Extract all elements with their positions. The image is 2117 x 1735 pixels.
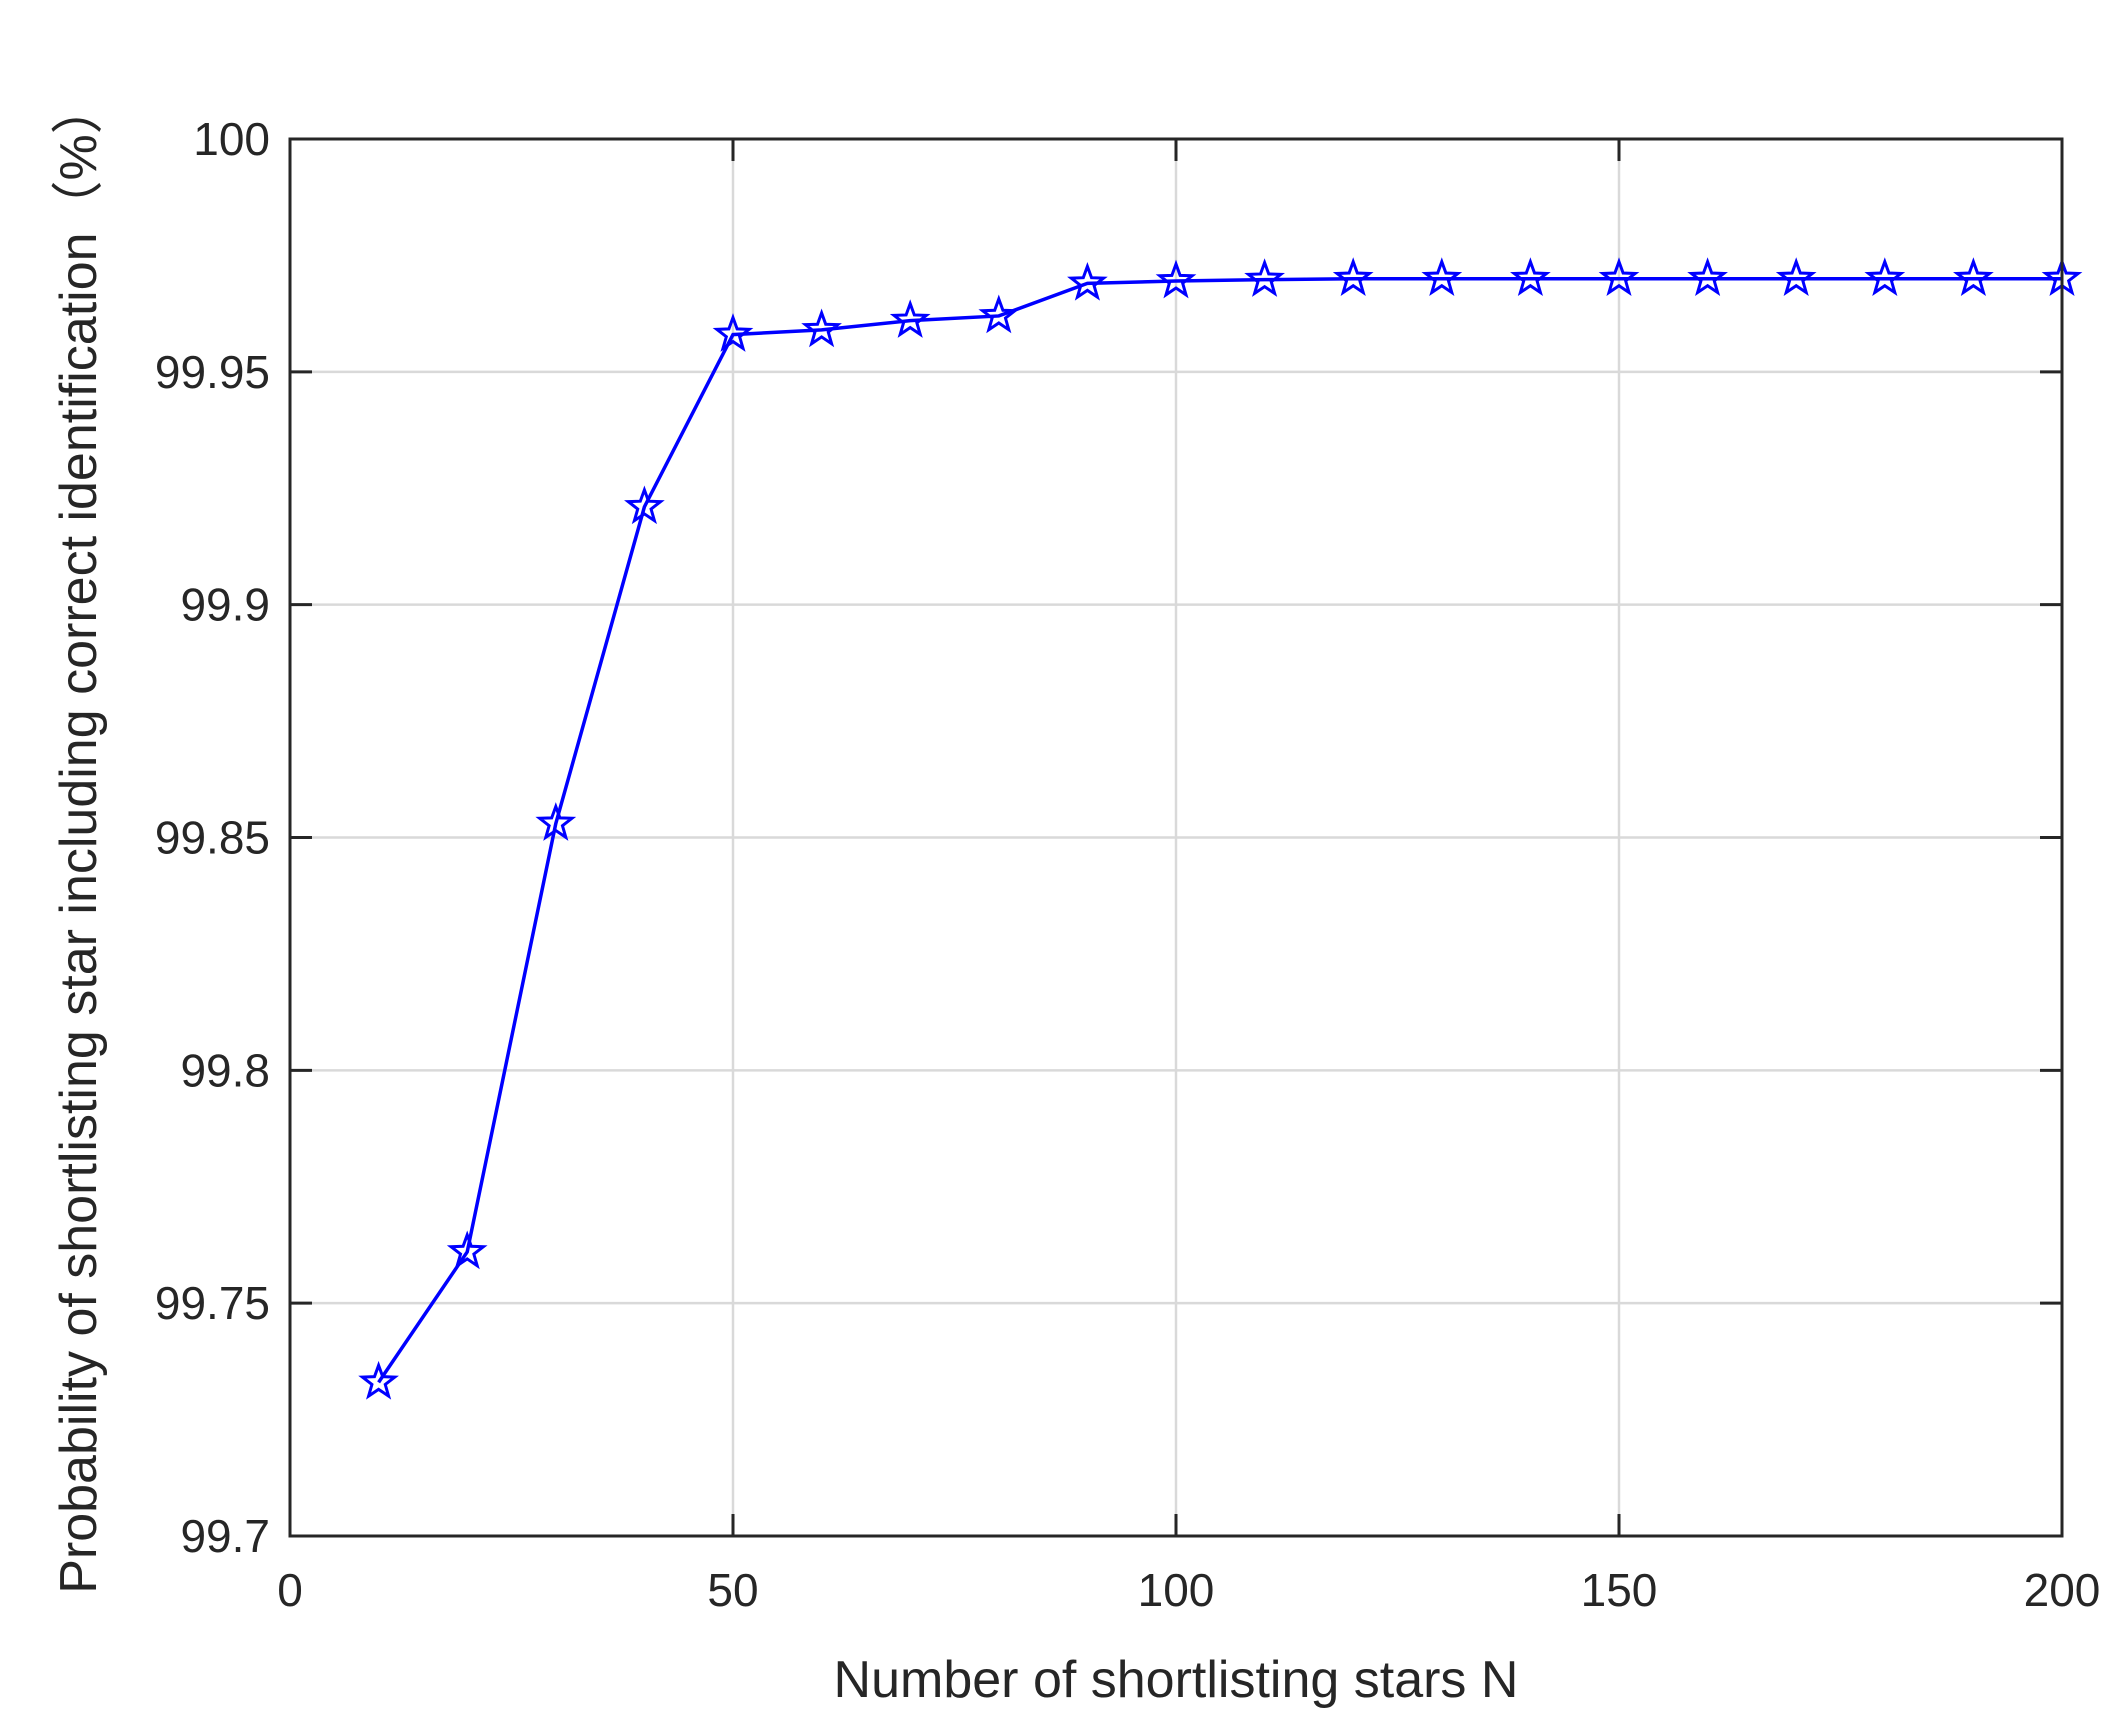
- data-point-star: [358, 1360, 399, 1400]
- grid: [290, 139, 2062, 1536]
- data-point-star: [1775, 257, 1817, 297]
- data-point-star: [889, 299, 931, 338]
- y-tick-label: 99.8: [180, 1044, 270, 1096]
- x-tick-label: 150: [1581, 1564, 1658, 1616]
- tick-labels: 0 50 100 150 200 99.7 99.75 99.8 99.85 99.9 99.95 1…: [155, 113, 2101, 1616]
- data-point-star: [1598, 257, 1640, 297]
- data-point-star: [1332, 257, 1374, 297]
- y-tick-label: 99.7: [180, 1510, 270, 1562]
- x-tick-label: 0: [277, 1564, 303, 1616]
- data-point-star: [1244, 258, 1285, 297]
- y-tick-label: 100: [193, 113, 270, 165]
- data-point-star: [712, 313, 754, 352]
- data-point-star: [801, 308, 842, 348]
- x-tick-label: 100: [1138, 1564, 1215, 1616]
- data-point-star: [446, 1230, 488, 1270]
- data-point-star: [1421, 257, 1463, 297]
- data-point-star: [1155, 259, 1197, 299]
- y-tick-label: 99.85: [155, 812, 270, 864]
- data-point-star: [1953, 257, 1994, 297]
- y-tick-label: 99.95: [155, 346, 270, 398]
- y-axis-label: Probability of shortlisting star includi…: [50, 82, 108, 1594]
- x-tick-label: 200: [2024, 1564, 2101, 1616]
- series-line: [377, 276, 2062, 1384]
- data-point-star: [1510, 257, 1551, 297]
- x-axis-label: Number of shortlisting stars N: [834, 1651, 1519, 1709]
- data-point-star: [1864, 257, 1906, 297]
- y-tick-label: 99.9: [180, 579, 270, 631]
- y-tick-label: 99.75: [155, 1277, 270, 1329]
- series: [358, 257, 2083, 1400]
- data-point-star: [1067, 261, 1108, 301]
- data-point-star: [978, 294, 1020, 334]
- ticks: [288, 137, 2064, 1538]
- data-point-star: [1687, 257, 1728, 297]
- data-point-star: [624, 485, 665, 525]
- x-tick-label: 50: [707, 1564, 758, 1616]
- data-point-star: [535, 802, 577, 841]
